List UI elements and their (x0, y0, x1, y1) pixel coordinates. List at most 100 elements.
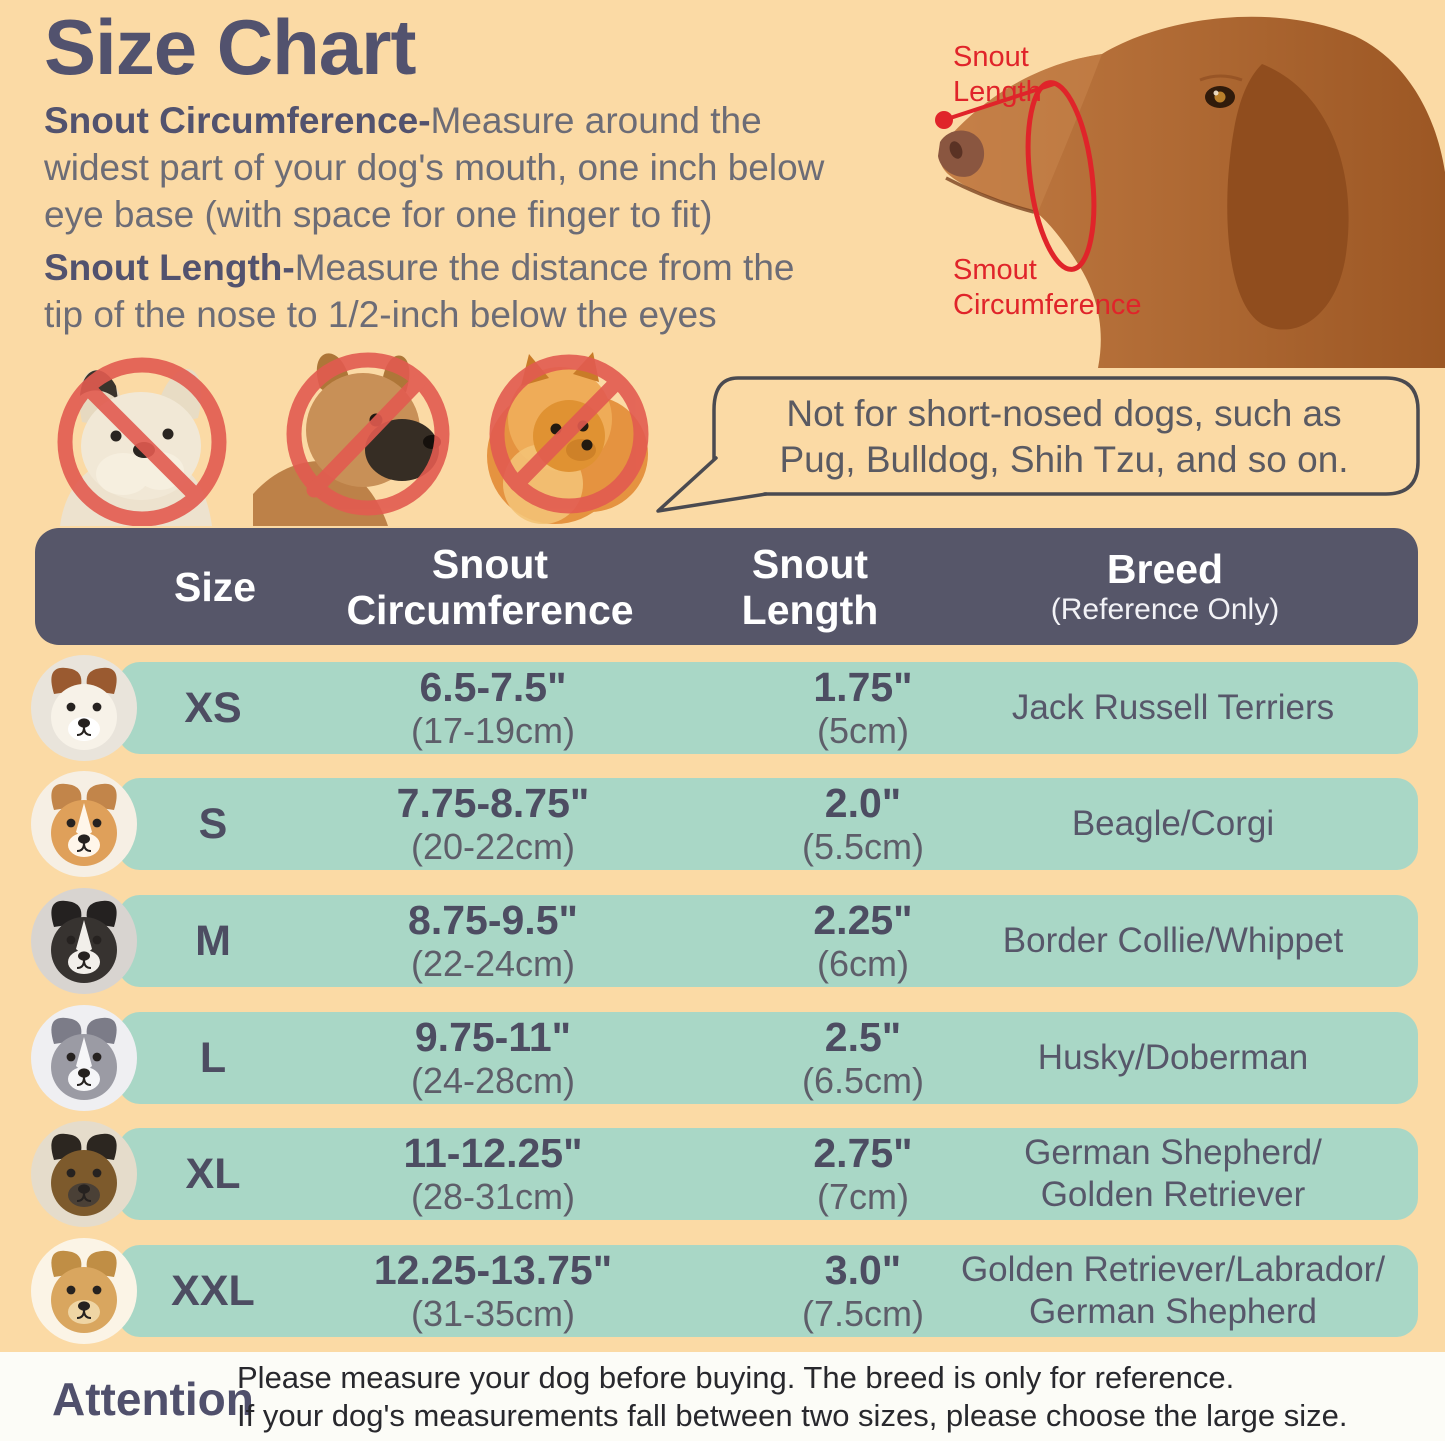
snout-length-annotation: Snout Length (953, 40, 1042, 110)
length-cell: 2.25" (6cm) (738, 895, 988, 987)
attention-label: Attention (52, 1373, 254, 1425)
instruction-text: Measure around the (430, 100, 762, 141)
size-row-xxl: XXL 12.25-13.75" (31-35cm) 3.0" (7.5cm) Go… (118, 1245, 1418, 1337)
annotation-line: Length (953, 76, 1042, 108)
table-header: Size Snout Circumference Snout Length Br… (35, 528, 1418, 645)
instruction-label: Snout Circumference- (44, 100, 431, 141)
length-cell: 1.75" (5cm) (738, 662, 988, 754)
length-cell: 2.75" (7cm) (738, 1128, 988, 1220)
header-label: Circumference (346, 586, 634, 633)
breed-line: Jack Russell Terriers (1011, 688, 1335, 727)
circumference-inches: 7.75-8.75" (396, 780, 590, 826)
instruction-line: widest part of your dog's mouth, one inc… (44, 147, 825, 188)
breed-line: Golden Retriever (1040, 1175, 1306, 1214)
length-dot (935, 111, 953, 129)
circumference-ellipse (1025, 80, 1097, 272)
size-label: XL (185, 1149, 241, 1198)
length-cm: (5cm) (817, 710, 909, 751)
length-cm: (6.5cm) (801, 1060, 924, 1101)
circumference-cm: (22-24cm) (410, 943, 576, 984)
size-label: S (198, 799, 228, 848)
size-label: M (195, 916, 231, 965)
length-line (943, 82, 1055, 122)
length-inches: 2.75" (813, 1130, 913, 1176)
breed-cell: Husky/Doberman (938, 1012, 1408, 1104)
prohibition-icon (489, 354, 649, 514)
breed-line: Husky/Doberman (1037, 1038, 1309, 1077)
breed-line: Border Collie/Whippet (1002, 921, 1344, 960)
annotation-line: Smout (953, 254, 1037, 286)
circumference-cm: (28-31cm) (410, 1176, 576, 1217)
instruction-label: Snout Length- (44, 247, 295, 288)
warning-bubble-outline (656, 376, 1420, 513)
avatar-golden-retriever (30, 1237, 138, 1345)
size-row-xl: XL 11-12.25" (28-31cm) 2.75" (7cm) German … (118, 1128, 1418, 1220)
instruction-snout-circumference: Snout Circumference-Measure around the w… (44, 97, 824, 238)
banned-dog-french-bulldog-cream (57, 357, 227, 526)
length-inches: 2.0" (824, 780, 902, 826)
breed-line: Golden Retriever/Labrador/ (960, 1250, 1386, 1289)
attention-line: If your dog's measurements fall between … (237, 1398, 1348, 1433)
avatar-corgi (30, 770, 138, 878)
instruction-line: Snout Circumference-Measure around the (44, 97, 824, 144)
header-label: Snout (751, 540, 869, 587)
dog-ear (1227, 64, 1349, 330)
header-label: Size (173, 563, 257, 610)
avatar-border-collie (30, 887, 138, 995)
header-snout-length: Snout Length (685, 528, 935, 645)
circumference-cell: 12.25-13.75" (31-35cm) (293, 1245, 693, 1337)
header-size: Size (120, 528, 310, 645)
size-label: XXL (171, 1266, 255, 1315)
circumference-inches: 9.75-11" (414, 1014, 572, 1060)
header-snout-circumference: Snout Circumference (290, 528, 690, 645)
circumference-cm: (17-19cm) (410, 710, 576, 751)
banned-dog-french-bulldog-fawn (253, 352, 450, 526)
prohibition-icon (286, 352, 450, 516)
length-cm: (7.5cm) (801, 1293, 924, 1334)
breed-line: German Shepherd/ (1024, 1133, 1322, 1172)
attention-line: Please measure your dog before buying. T… (237, 1360, 1235, 1395)
circumference-cell: 7.75-8.75" (20-22cm) (293, 778, 693, 870)
size-label: L (199, 1033, 227, 1082)
header-label: Snout (431, 540, 549, 587)
prohibition-icon (57, 357, 227, 526)
length-inches: 3.0" (824, 1247, 902, 1293)
instruction-line: eye base (with space for one finger to f… (44, 194, 713, 235)
circumference-cell: 9.75-11" (24-28cm) (293, 1012, 693, 1104)
breed-cell: Jack Russell Terriers (938, 662, 1408, 754)
dog-head-photo (935, 16, 1445, 368)
page-title: Size Chart (44, 3, 416, 91)
header-label: Breed (1106, 545, 1224, 592)
header-label: Length (741, 586, 879, 633)
length-inches: 2.25" (813, 897, 913, 943)
circumference-cell: 11-12.25" (28-31cm) (293, 1128, 693, 1220)
annotation-line: Snout (953, 41, 1029, 73)
length-cm: (5.5cm) (801, 826, 924, 867)
size-row-xs: XS 6.5-7.5" (17-19cm) 1.75" (5cm) Jack Rus… (118, 662, 1418, 754)
header-note: (Reference Only) (1050, 592, 1280, 626)
circumference-cm: (31-35cm) (410, 1293, 576, 1334)
length-cm: (7cm) (817, 1176, 909, 1217)
circumference-cm: (24-28cm) (410, 1060, 576, 1101)
circumference-inches: 8.75-9.5" (408, 897, 578, 943)
breed-cell: German Shepherd/Golden Retriever (938, 1128, 1408, 1220)
warning-line: Not for short-nosed dogs, such as (786, 393, 1342, 434)
instruction-text: Measure the distance from the (294, 247, 795, 288)
length-inches: 2.5" (824, 1014, 902, 1060)
attention-text: Please measure your dog before buying. T… (237, 1359, 1347, 1435)
avatar-german-shepherd (30, 1120, 138, 1228)
size-row-l: L 9.75-11" (24-28cm) 2.5" (6.5cm) Husky/Do… (118, 1012, 1418, 1104)
instruction-line: tip of the nose to 1/2-inch below the ey… (44, 294, 717, 335)
circumference-inches: 6.5-7.5" (419, 664, 567, 710)
avatar-jack-russell-terrier (30, 654, 138, 762)
circumference-inches: 11-12.25" (403, 1130, 583, 1176)
snout-circumference-annotation: Smout Circumference (953, 253, 1142, 323)
length-cell: 2.0" (5.5cm) (738, 778, 988, 870)
warning-bubble-text: Not for short-nosed dogs, such as Pug, B… (708, 391, 1420, 483)
breed-cell: Border Collie/Whippet (938, 895, 1408, 987)
length-inches: 1.75" (813, 664, 913, 710)
warning-line: Pug, Bulldog, Shih Tzu, and so on. (779, 439, 1349, 480)
length-cell: 3.0" (7.5cm) (738, 1245, 988, 1337)
avatar-husky (30, 1004, 138, 1112)
